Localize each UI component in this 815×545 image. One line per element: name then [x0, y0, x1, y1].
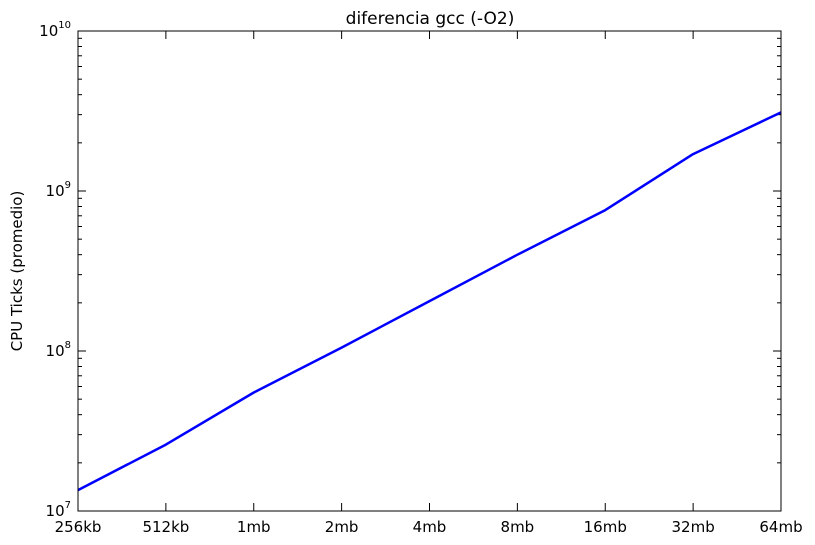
x-tick-label: 16mb	[584, 518, 627, 536]
chart-title: diferencia gcc (-O2)	[346, 9, 515, 29]
y-tick-label: 107	[46, 500, 71, 520]
y-tick-label: 109	[46, 180, 71, 200]
x-tick-label: 4mb	[413, 518, 447, 536]
y-tick-label: 108	[46, 340, 71, 360]
y-axis-label: CPU Ticks (promedio)	[8, 191, 26, 352]
x-tick-label: 1mb	[237, 518, 271, 536]
x-tick-label: 512kb	[142, 518, 189, 536]
y-tick-label: 1010	[39, 20, 71, 40]
plot-area: 256kb 512kb 1mb 2mb 4mb 8mb 16mb 32mb 64mb 107 108…	[39, 20, 802, 536]
series-line	[77, 111, 782, 492]
x-tick-label: 256kb	[55, 518, 102, 536]
x-tick-label: 8mb	[501, 518, 535, 536]
x-tick-label: 64mb	[759, 518, 802, 536]
x-tick-label: 2mb	[325, 518, 359, 536]
x-tick-label: 32mb	[672, 518, 715, 536]
plot-frame	[77, 30, 782, 512]
